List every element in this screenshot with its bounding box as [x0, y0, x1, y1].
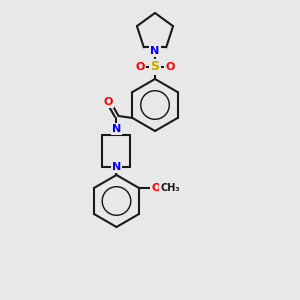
- Text: N: N: [112, 162, 121, 172]
- Text: O: O: [104, 97, 113, 107]
- Text: N: N: [150, 46, 160, 56]
- Text: N: N: [112, 124, 121, 134]
- Text: O: O: [151, 183, 161, 193]
- Text: S: S: [151, 61, 160, 74]
- Text: CH₃: CH₃: [160, 183, 180, 193]
- Text: O: O: [135, 62, 145, 72]
- Text: O: O: [165, 62, 175, 72]
